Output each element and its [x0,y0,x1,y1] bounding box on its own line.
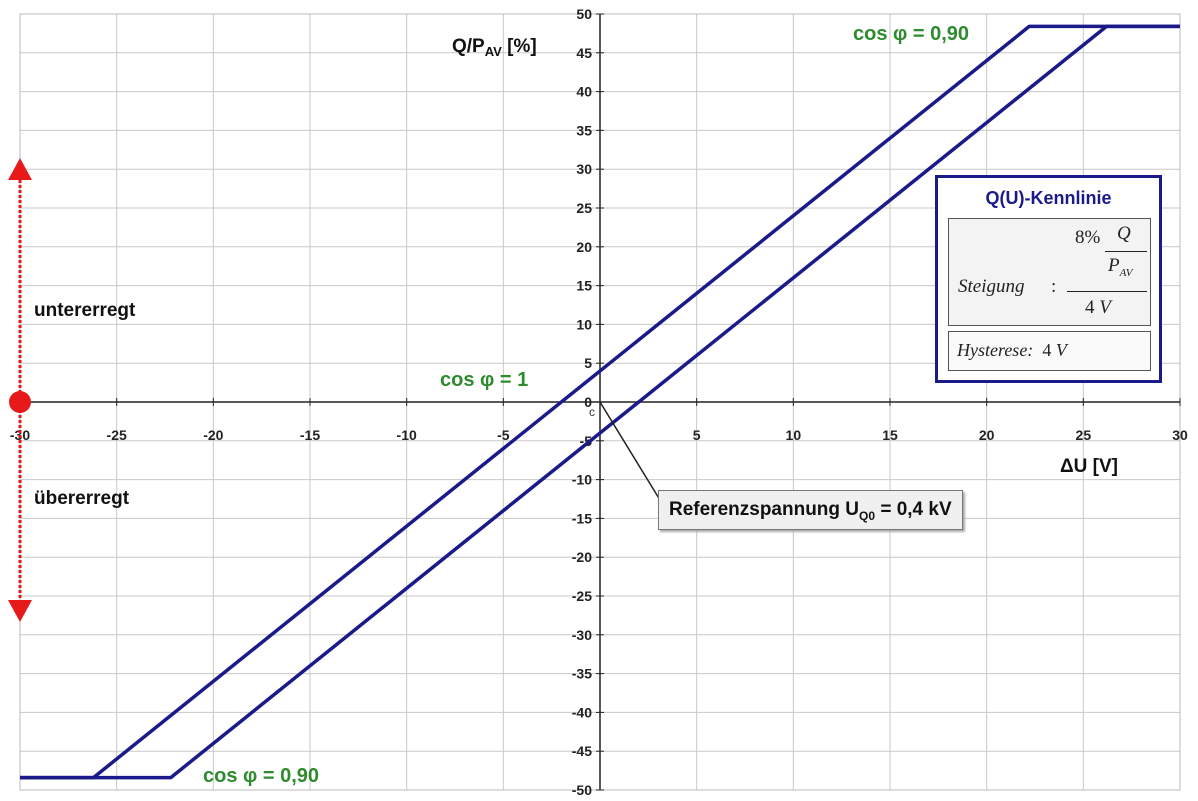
y-tick-label: 35 [576,122,592,138]
tick-labels: -30 -25 -20 -15 -10 -5 5 10 15 20 25 30 -50 -45 -40 -35… [10,6,1188,798]
cos-phi-bottom-label: cos φ = 0,90 [203,765,319,787]
y-tick-label: -20 [572,549,592,565]
x-tick-label: -5 [497,427,510,443]
x-tick-label: 15 [882,427,898,443]
colon: : [1051,276,1057,297]
arrow-up-head [8,158,32,180]
steigung-label: Steigung [958,276,1025,297]
untererregt-label: untererregt [34,300,136,321]
y-tick-label: -50 [572,782,592,798]
cos-phi-one-label: cos φ = 1 [440,369,528,391]
hysteresis-text: Hysterese: 4 V [957,340,1067,360]
y-tick-label: -25 [572,588,592,604]
x-tick-label: -25 [107,427,127,443]
q-letter: Q [1117,223,1131,244]
y-tick-label: -35 [572,666,592,682]
y-tick-label: 15 [576,278,592,294]
x-tick-label: 20 [979,427,995,443]
origin-dot [9,391,31,413]
hysteresis-box: Hysterese: 4 V [948,331,1151,371]
x-tick-label: -20 [203,427,223,443]
uebererregt-label: übererregt [34,488,130,509]
fraction-line-small [1105,251,1147,252]
y-tick-label: 50 [576,6,592,22]
x-axis-title: ΔU [V] [1060,456,1118,477]
y-tick-label: -10 [572,472,592,488]
y-tick-label: 30 [576,161,592,177]
y-tick-label: 45 [576,45,592,61]
y-tick-label: -45 [572,743,592,759]
origin-marker: c [589,405,595,419]
y-tick-label: 0 [584,394,592,410]
x-tick-label: 25 [1076,427,1092,443]
y-axis-title: Q/PAV [%] [452,36,537,59]
formula-title: Q(U)-Kennlinie [985,188,1112,208]
formula-box: Q(U)-Kennlinie Steigung : 8% Q PAV 4 V H… [935,175,1162,383]
y-tick-label: 10 [576,316,592,332]
y-tick-label: 25 [576,200,592,216]
series-line-2 [20,24,1180,780]
x-tick-label: -15 [300,427,320,443]
cos-phi-top-label: cos φ = 0,90 [853,23,969,45]
x-tick-label: 10 [786,427,802,443]
y-tick-label: 5 [584,355,592,371]
y-tick-label: -40 [572,704,592,720]
reference-leader-line [599,401,661,501]
p-av: PAV [1108,255,1133,279]
series-lines [20,24,1180,780]
x-tick-label: 5 [693,427,701,443]
y-tick-label: -15 [572,510,592,526]
reference-voltage-label: Referenzspannung UQ0 = 0,4 kV [658,490,963,530]
slope-formula: Steigung : 8% Q PAV 4 V [948,218,1151,326]
annotations: Q/PAV [%] ΔU [V] cos φ = 0,90 cos φ = 0,90 c… [8,23,1118,787]
fraction-line-big [1067,291,1147,292]
y-tick-label: -30 [572,627,592,643]
four-volt: 4 V [1085,297,1111,318]
x-tick-label: -10 [397,427,417,443]
slope-percent: 8% [1075,227,1101,248]
x-tick-label: 30 [1172,427,1188,443]
y-tick-label: 40 [576,84,592,100]
arrow-down-head [8,600,32,622]
y-tick-label: 20 [576,239,592,255]
